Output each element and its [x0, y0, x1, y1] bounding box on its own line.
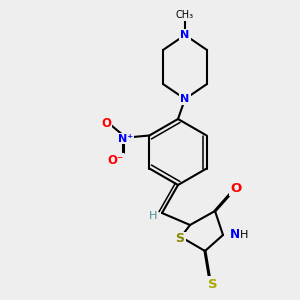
Text: H: H [149, 211, 157, 221]
Text: H: H [240, 230, 248, 240]
Text: N: N [230, 229, 240, 242]
Text: O: O [101, 117, 111, 130]
Text: CH₃: CH₃ [176, 10, 194, 20]
Text: N: N [180, 94, 190, 104]
Text: O⁻: O⁻ [107, 154, 124, 167]
Text: O: O [230, 182, 242, 194]
Text: N: N [180, 30, 190, 40]
Text: S: S [176, 232, 184, 245]
Text: N⁺: N⁺ [118, 134, 133, 143]
Text: S: S [208, 278, 218, 290]
